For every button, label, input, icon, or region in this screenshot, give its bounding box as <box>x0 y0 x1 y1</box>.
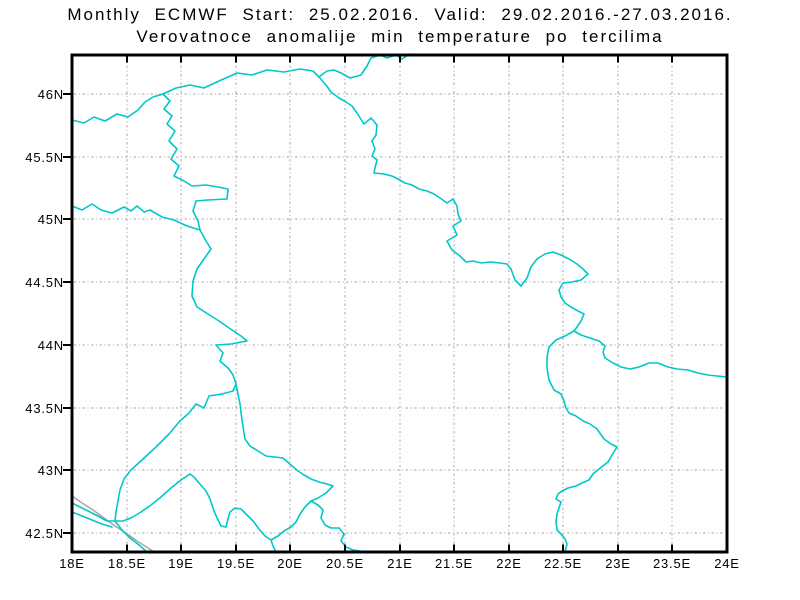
border-path-drina <box>114 229 248 522</box>
plot-title-line2: Verovatnoce anomalije min temperature po… <box>136 27 664 46</box>
x-tick-label: 21E <box>387 556 413 571</box>
graticule <box>74 57 725 549</box>
x-tick-label: 21.5E <box>435 556 473 571</box>
border-path-danube-croatia-serbia <box>162 93 229 231</box>
x-tick-label: 19.5E <box>217 556 255 571</box>
border-path-scutari-spur <box>270 539 277 553</box>
x-tick-label: 20.5E <box>326 556 364 571</box>
x-tick-label: 23E <box>605 556 631 571</box>
y-tick-label: 45.5N <box>25 150 64 165</box>
border-path-coast-junction <box>71 502 148 553</box>
border-path-hungary <box>162 53 422 95</box>
axis-ticks <box>63 56 673 551</box>
y-tick-label: 46N <box>37 87 64 102</box>
plot-title-line1: Monthly ECMWF Start: 25.02.2016. Valid: … <box>67 5 733 24</box>
border-path-serbia-romania-danube <box>318 76 728 378</box>
y-tick-label: 43.5N <box>25 401 64 416</box>
plot-frame <box>70 53 729 554</box>
x-tick-label: 18.5E <box>108 556 146 571</box>
border-path-kosovo-macedonia <box>310 500 375 553</box>
border-path-sava <box>71 203 201 231</box>
x-tick-label: 23.5E <box>653 556 691 571</box>
x-tick-label: 22E <box>496 556 522 571</box>
border-path-drava <box>71 93 164 124</box>
x-tick-label: 18E <box>59 556 85 571</box>
x-tick-label: 19E <box>168 556 194 571</box>
y-tick-label: 43N <box>37 463 64 478</box>
map-borders <box>71 53 728 553</box>
border-path-serbia-bulgaria <box>546 330 618 553</box>
y-tick-label: 44N <box>37 338 64 353</box>
border-path-montenegro <box>114 383 334 541</box>
x-tick-label: 20E <box>277 556 303 571</box>
x-tick-label: 22.5E <box>544 556 582 571</box>
coastline-path <box>71 495 155 553</box>
y-tick-label: 45N <box>37 212 64 227</box>
y-tick-label: 42.5N <box>25 526 64 541</box>
x-tick-label: 24E <box>714 556 740 571</box>
y-tick-label: 44.5N <box>25 275 64 290</box>
